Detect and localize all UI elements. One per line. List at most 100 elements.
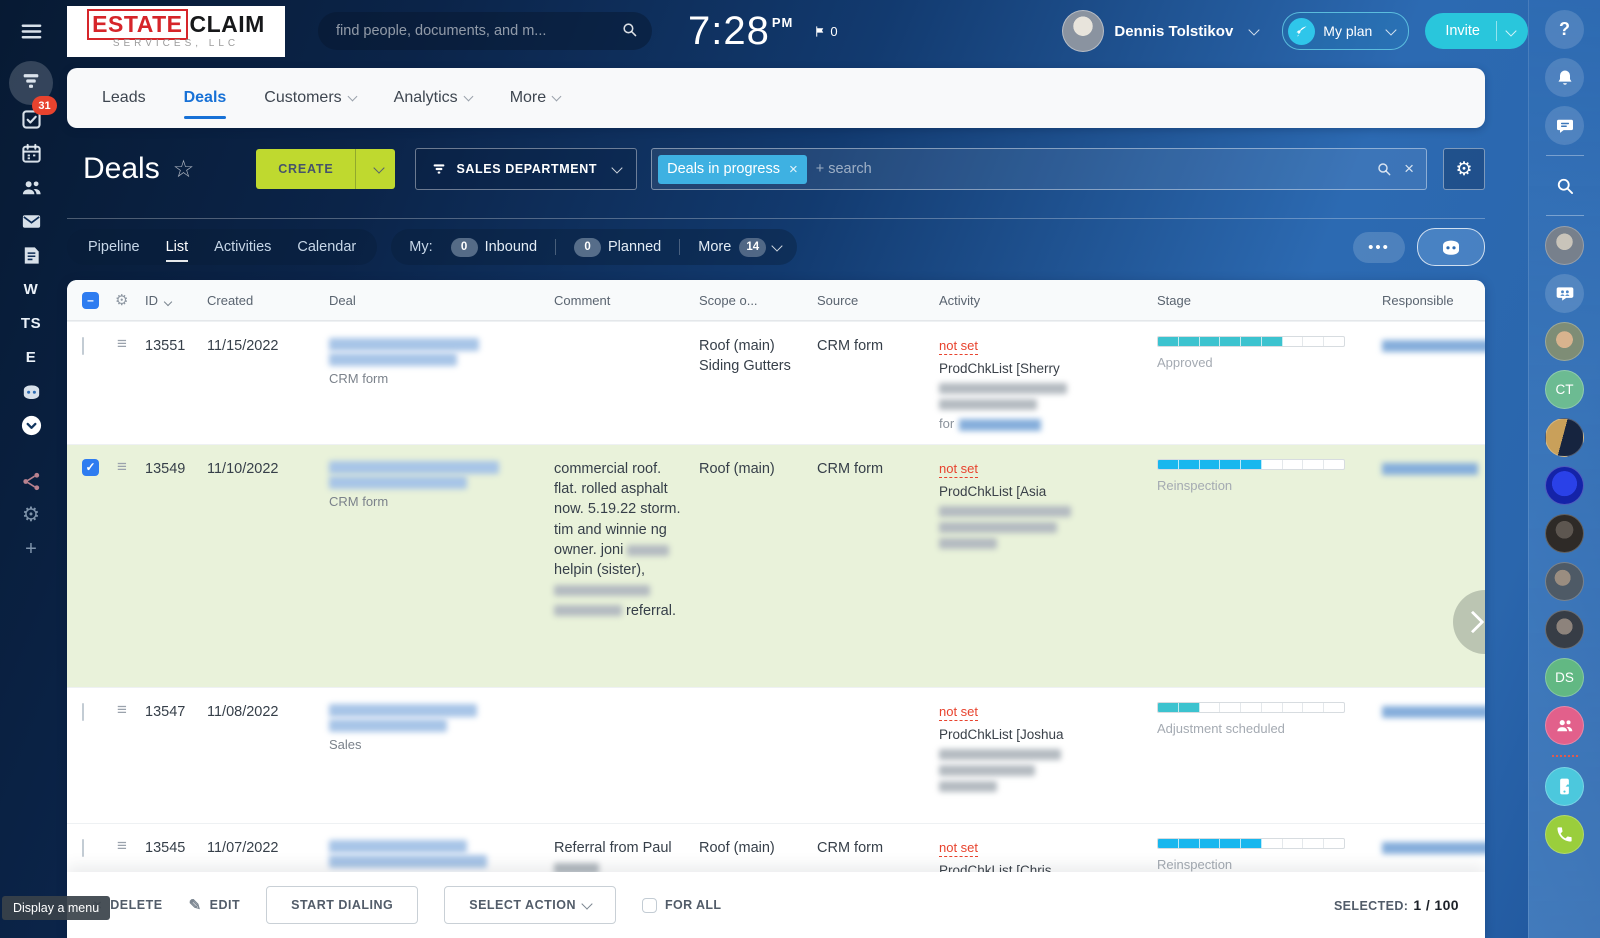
row-drag-handle-icon[interactable]: ≡ (117, 456, 127, 476)
view-tab-activities[interactable]: Activities (214, 239, 272, 255)
not-set-link[interactable]: not set (939, 704, 979, 721)
column-header-activity[interactable]: Activity (939, 293, 1157, 308)
counter-more[interactable]: More 14 (690, 237, 789, 257)
view-tab-pipeline[interactable]: Pipeline (88, 239, 140, 255)
sidebar-item-collapse-chevron-circle[interactable] (9, 408, 53, 442)
avatar-initials-ds[interactable]: DS (1545, 658, 1584, 697)
sidebar-item-mail[interactable] (9, 204, 53, 238)
avatar-contact-3[interactable] (1545, 466, 1584, 505)
nav-item-more[interactable]: More (491, 68, 579, 128)
deal-name-cell[interactable]: CRM form (329, 445, 554, 521)
table-row-deal-13549[interactable]: ✓ ≡ 13549 11/10/2022 CRM form commercial roof… (67, 443, 1485, 687)
rail-button-search[interactable] (1545, 166, 1584, 205)
avatar-initials-ct[interactable]: CT (1545, 370, 1584, 409)
row-drag-handle-icon[interactable]: ≡ (117, 334, 127, 353)
favorite-star-icon[interactable]: ☆ (172, 155, 195, 183)
deal-stage[interactable]: Reinspection (1157, 445, 1382, 505)
column-header-comment[interactable]: Comment (554, 293, 699, 308)
column-header-deal[interactable]: Deal (329, 293, 554, 308)
column-settings-gear-icon[interactable]: ⚙ (115, 292, 129, 309)
column-header-stage[interactable]: Stage (1157, 293, 1382, 308)
table-row-deal-13545[interactable]: ≡ 13545 11/07/2022 Referral from Paul Roof … (67, 822, 1485, 938)
sidebar-item-share-network[interactable] (9, 464, 53, 498)
not-set-link[interactable]: not set (939, 840, 979, 857)
search-icon[interactable] (1376, 161, 1392, 177)
sidebar-item-employees[interactable] (9, 170, 53, 204)
grid-settings-button[interactable]: ⚙ (1443, 148, 1485, 190)
row-checkbox[interactable] (67, 824, 115, 858)
column-header-id[interactable]: ID (145, 293, 207, 308)
rail-button-notifications-bell[interactable] (1545, 58, 1584, 97)
column-header-created[interactable]: Created (207, 293, 329, 308)
table-row-deal-13547[interactable]: ≡ 13547 11/08/2022 Sales not set ProdChkList … (67, 686, 1485, 823)
select-all-checkbox-box[interactable]: – (82, 291, 99, 309)
more-options-button[interactable]: ••• (1353, 231, 1405, 263)
filter-search-bar[interactable]: Deals in progress × + search × (651, 148, 1427, 190)
activity-checklist-title[interactable]: ProdChkList [Asia (939, 483, 1047, 499)
not-set-link[interactable]: not set (939, 338, 979, 356)
avatar-contact-1[interactable] (1545, 226, 1584, 265)
nav-item-deals[interactable]: Deals (165, 68, 246, 128)
create-dropdown[interactable] (355, 149, 395, 189)
activity-checklist-title[interactable]: ProdChkList [Joshua (939, 726, 1064, 742)
my-plan-button[interactable]: My plan (1282, 12, 1410, 50)
clear-search-icon[interactable]: × (1404, 159, 1414, 178)
table-row-deal-13551[interactable]: ≡ 13551 11/15/2022 CRM form Roof (main) Sidi… (67, 321, 1485, 444)
row-checkbox[interactable] (67, 322, 115, 356)
column-header-responsible[interactable]: Responsible (1382, 293, 1485, 308)
mobile-app-button[interactable] (1545, 767, 1584, 806)
avatar-company-logo[interactable] (1545, 418, 1584, 457)
counter-planned[interactable]: 0 Planned (566, 237, 669, 257)
deal-name-cell[interactable] (329, 824, 554, 880)
sidebar-item-copilot-robot[interactable] (9, 374, 53, 408)
deal-stage[interactable]: Reinspection (1157, 824, 1382, 884)
not-set-link[interactable]: not set (939, 461, 979, 478)
sidebar-item-settings-gear[interactable]: ⚙ (9, 498, 53, 532)
sidebar-item-add-plus[interactable]: + (9, 532, 53, 566)
nav-item-customers[interactable]: Customers (245, 68, 374, 128)
sidebar-item-menu[interactable] (9, 14, 53, 48)
deal-name-cell[interactable]: Sales (329, 688, 554, 764)
checkbox[interactable] (82, 702, 84, 721)
deal-responsible[interactable] (1382, 824, 1485, 868)
deal-name-cell[interactable]: CRM form (329, 322, 554, 398)
row-drag-handle-icon[interactable]: ≡ (117, 699, 127, 719)
create-button[interactable]: CREATE (256, 149, 396, 189)
sidebar-item-feed-document[interactable] (9, 238, 53, 272)
user-avatar[interactable] (1062, 10, 1105, 52)
sidebar-item-tasks[interactable]: 31 (9, 96, 57, 136)
select-action-button[interactable]: SELECT ACTION (444, 886, 616, 924)
filter-chip[interactable]: Deals in progress × (658, 154, 807, 184)
avatar-contact-6[interactable] (1545, 610, 1584, 649)
invite-button[interactable]: Invite (1425, 13, 1528, 49)
activity-checklist-title[interactable]: ProdChkList [Sherry (939, 361, 1060, 377)
avatar-contact-4[interactable] (1545, 514, 1584, 553)
remove-filter-icon[interactable]: × (788, 160, 798, 178)
checkbox[interactable] (82, 838, 84, 857)
nav-item-analytics[interactable]: Analytics (375, 68, 491, 128)
rail-button-messenger-chat[interactable] (1545, 106, 1584, 145)
telephony-button[interactable] (1545, 815, 1584, 854)
workspace-w[interactable]: W (9, 272, 53, 306)
sidebar-item-crm-funnel[interactable] (9, 61, 53, 105)
checkbox[interactable] (641, 897, 657, 913)
nav-item-leads[interactable]: Leads (83, 68, 165, 128)
deal-responsible[interactable] (1382, 322, 1485, 366)
deal-stage[interactable]: Approved (1157, 322, 1382, 382)
department-filter-button[interactable]: SALES DEPARTMENT (415, 148, 638, 190)
flag-counter[interactable]: 0 (813, 24, 838, 39)
column-header-scope-o-[interactable]: Scope o... (699, 293, 817, 308)
copilot-button[interactable] (1417, 228, 1485, 266)
workspace-ts[interactable]: TS (9, 306, 53, 340)
clock-widget[interactable]: 7:28 PM (688, 9, 793, 54)
start-dialing-button[interactable]: START DIALING (266, 886, 419, 924)
search-icon[interactable] (621, 21, 638, 42)
column-header-source[interactable]: Source (817, 293, 939, 308)
avatar-contact-2[interactable] (1545, 322, 1584, 361)
deal-responsible[interactable] (1382, 445, 1485, 489)
for-all-checkbox[interactable]: FOR ALL (641, 897, 722, 913)
global-search-input[interactable]: find people, documents, and m... (318, 12, 652, 50)
view-tab-calendar[interactable]: Calendar (297, 239, 357, 255)
row-drag-handle-icon[interactable]: ≡ (117, 835, 127, 855)
deal-stage[interactable]: Adjustment scheduled (1157, 688, 1382, 748)
